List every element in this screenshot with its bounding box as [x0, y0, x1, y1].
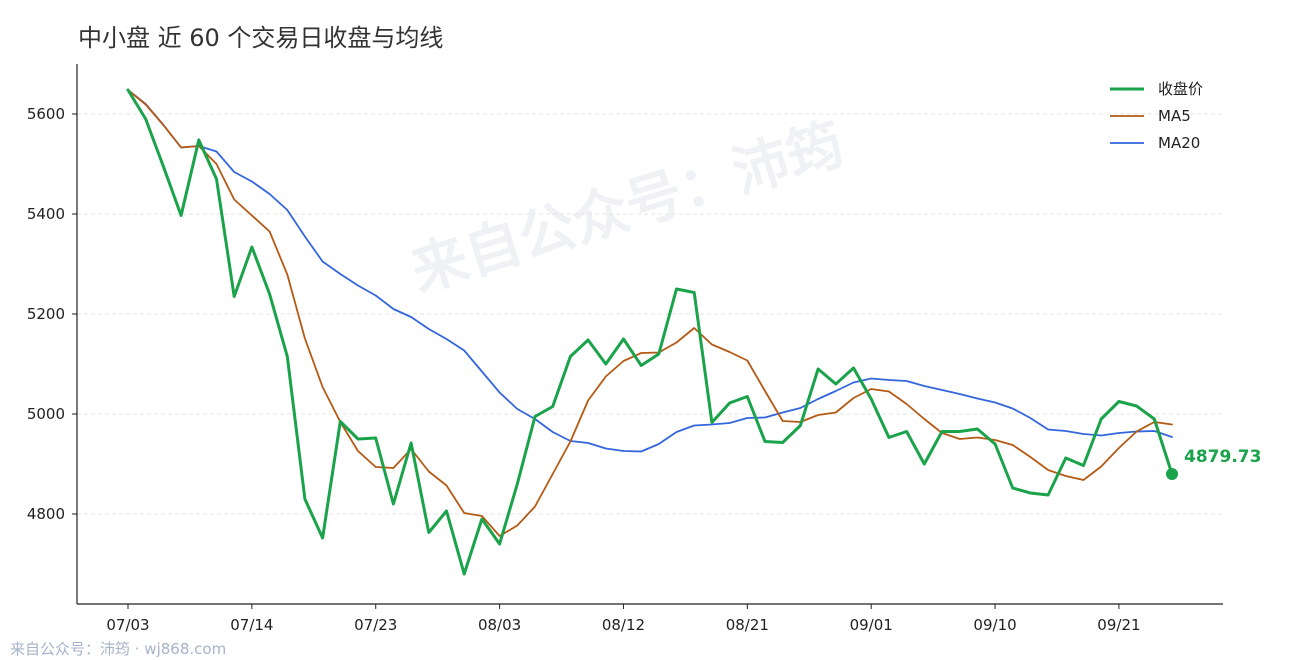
- y-tick-label: 5000: [27, 405, 65, 423]
- chart-title: 中小盘 近 60 个交易日收盘与均线: [78, 24, 444, 52]
- legend-label-ma5: MA5: [1158, 107, 1191, 125]
- legend-label-close: 收盘价: [1158, 80, 1203, 98]
- x-tick-label: 08/12: [602, 616, 645, 634]
- x-tick-label: 07/03: [106, 616, 149, 634]
- x-tick-label: 09/21: [1097, 616, 1140, 634]
- axes: 4800 5000 5200 5400 5600 07/03 07/14 07/23 08/03…: [27, 64, 1223, 634]
- last-value-label: 4879.73: [1184, 447, 1261, 467]
- footer-credit: 来自公众号：沛筠 · wj868.com: [10, 640, 227, 658]
- series-line-close: [126, 88, 1174, 576]
- last-value-annotation: 4879.73: [1166, 447, 1261, 480]
- y-tick-label: 5600: [27, 105, 65, 123]
- x-tick-label: 07/14: [230, 616, 273, 634]
- series-line-ma20: [127, 89, 1173, 453]
- legend-label-ma20: MA20: [1158, 134, 1200, 152]
- x-tick-label: 09/10: [973, 616, 1016, 634]
- y-tick-label: 5200: [27, 305, 65, 323]
- x-tick-label: 09/01: [850, 616, 893, 634]
- last-point-marker: [1166, 468, 1178, 480]
- y-tick-label: 4800: [27, 505, 65, 523]
- x-tick-label: 08/03: [478, 616, 521, 634]
- x-tick-label: 07/23: [354, 616, 397, 634]
- series-lines: [126, 88, 1174, 576]
- grid-lines: [77, 113, 1223, 515]
- x-tick-label: 08/21: [726, 616, 769, 634]
- series-line-ma5: [127, 89, 1173, 537]
- legend: 收盘价 MA5 MA20: [1110, 80, 1203, 152]
- y-tick-label: 5400: [27, 205, 65, 223]
